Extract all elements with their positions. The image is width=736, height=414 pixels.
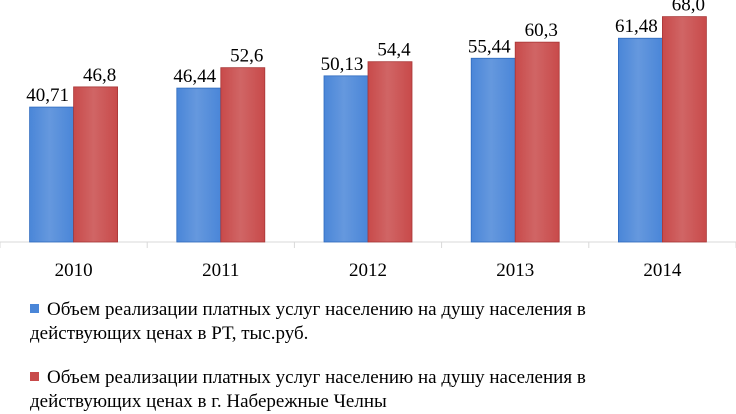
- legend-label-chelny-line2: действующих ценах в г. Набережные Челны: [30, 391, 387, 412]
- bar-chelny-2012: [367, 61, 413, 243]
- bar-chelny-2011: [220, 67, 266, 243]
- legend-label-rt-line1: Объем реализации платных услуг населению…: [47, 299, 586, 320]
- data-label-rt-2011: 46,44: [173, 66, 216, 87]
- data-label-rt-2014: 61,48: [615, 16, 658, 37]
- legend-swatch-rt: [30, 304, 39, 313]
- legend-item-chelny: Объем реализации платных услуг населению…: [30, 366, 720, 414]
- legend-item-rt: Объем реализации платных услуг населению…: [30, 298, 720, 346]
- bar-rt-2010: [29, 106, 75, 243]
- data-label-chelny-2012: 54,4: [377, 40, 411, 61]
- data-label-chelny-2014: 68,0: [672, 0, 705, 16]
- bar-chelny-2013: [514, 41, 560, 243]
- x-tick-label-2010: 2010: [55, 260, 93, 281]
- bar-chelny-2010: [73, 86, 118, 243]
- bar-rt-2012: [323, 75, 369, 243]
- data-label-rt-2010: 40,71: [26, 85, 69, 106]
- x-tick-label-2014: 2014: [643, 260, 682, 281]
- bar-rt-2014: [618, 37, 663, 243]
- bar-chart: 40,71 46,8 2010 46,44 52,6 2011 50,13 54,4 2012 5…: [0, 0, 736, 281]
- x-tick-label-2013: 2013: [496, 260, 534, 281]
- data-label-rt-2013: 55,44: [468, 36, 511, 57]
- data-label-chelny-2011: 52,6: [230, 46, 263, 67]
- legend-label-chelny-line1: Объем реализации платных услуг населению…: [47, 367, 586, 388]
- legend-swatch-chelny: [30, 372, 39, 381]
- data-label-rt-2012: 50,13: [321, 54, 364, 75]
- bar-rt-2011: [176, 87, 222, 243]
- bar-rt-2013: [470, 57, 516, 243]
- data-label-chelny-2010: 46,8: [83, 65, 116, 86]
- data-label-chelny-2013: 60,3: [525, 20, 558, 41]
- x-tick-label-2011: 2011: [202, 260, 239, 281]
- bar-chelny-2014: [662, 16, 707, 243]
- legend-label-rt-line2: действующих ценах в РТ, тыс.руб.: [30, 323, 309, 344]
- x-tick-label-2012: 2012: [349, 260, 387, 281]
